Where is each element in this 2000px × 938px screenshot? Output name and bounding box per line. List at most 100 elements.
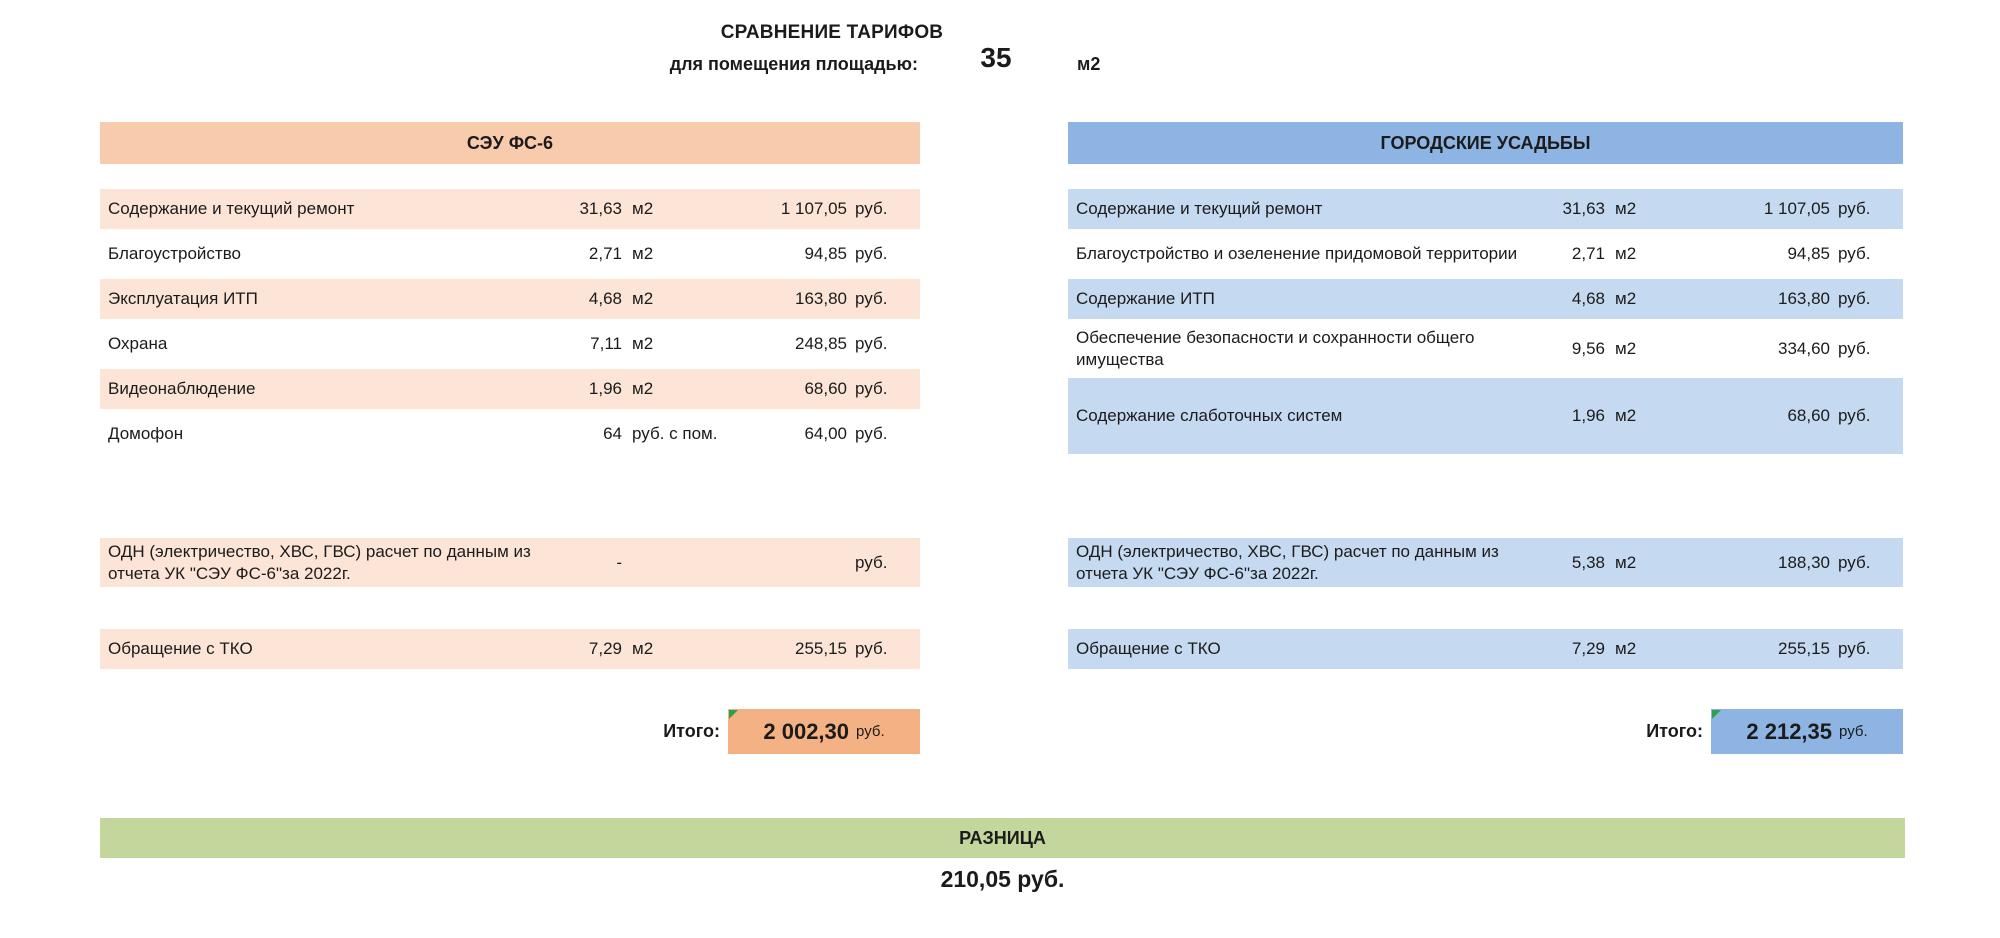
total-row-left: Итого: 2 002,30 руб. xyxy=(100,709,920,754)
row-price-unit: руб. xyxy=(1838,289,1871,308)
row-price-unit: руб. xyxy=(855,379,888,398)
row-qty-unit: м2 xyxy=(632,199,654,218)
row-price-unit: руб. xyxy=(1838,552,1871,572)
row-qty-unit: м2 xyxy=(632,334,654,353)
row-price-unit: руб. xyxy=(1838,244,1871,263)
row-price-unit: руб. xyxy=(1838,406,1871,425)
row-price: 334,60 xyxy=(1778,338,1830,358)
row-price-unit: руб. xyxy=(855,424,888,443)
row-qty: 7,29 xyxy=(1571,639,1605,658)
row-qty: 9,56 xyxy=(1571,338,1605,358)
row-qty-unit: м2 xyxy=(632,639,654,658)
row-label: Благоустройство и озеленение придомовой … xyxy=(1076,244,1518,263)
row-label: Домофон xyxy=(108,424,184,443)
row-qty: 2,71 xyxy=(1571,244,1605,263)
row-label: Содержание слаботочных систем xyxy=(1076,406,1343,425)
table-row: Содержание и текущий ремонт 31,63 м2 1 107,… xyxy=(100,189,920,229)
cell-flag-icon xyxy=(729,710,738,719)
table-row: Благоустройство и озеленение придомовой … xyxy=(1068,234,1903,274)
area-unit: м2 xyxy=(1077,54,1101,74)
area-value: 35 xyxy=(980,42,1012,73)
row-qty-unit: руб. с пом. xyxy=(632,424,718,443)
total-unit-right: руб. xyxy=(1839,723,1868,740)
area-label: для помещения площадью: xyxy=(669,54,918,74)
table-row: Эксплуатация ИТП 4,68 м2 163,80 руб. xyxy=(100,279,920,319)
row-price: 64,00 xyxy=(804,424,847,443)
row-qty: 31,63 xyxy=(579,199,622,218)
row-label: Содержание и текущий ремонт xyxy=(108,199,355,218)
table-row: Содержание слаботочных систем 1,96 м2 68,60… xyxy=(1068,378,1903,454)
row-price-unit: руб. xyxy=(855,639,888,658)
row-label: Охрана xyxy=(108,334,168,353)
table-row: Содержание и текущий ремонт 31,63 м2 1 107,… xyxy=(1068,189,1903,229)
row-price: 163,80 xyxy=(1778,289,1830,308)
row-price-unit: руб. xyxy=(855,552,888,572)
row-label: ОДН (электричество, ХВС, ГВС) расчет по … xyxy=(108,541,531,583)
total-unit-left: руб. xyxy=(856,723,885,740)
row-price-unit: руб. xyxy=(855,289,888,308)
total-value-box-right: 2 212,35 руб. xyxy=(1711,709,1903,754)
total-row-right: Итого: 2 212,35 руб. xyxy=(1068,709,1903,754)
table-seu-fs6: СЭУ ФС-6 Содержание и текущий ремонт 31,6… xyxy=(100,122,920,754)
row-qty-unit: м2 xyxy=(632,244,654,263)
difference-bar: РАЗНИЦА xyxy=(100,818,1905,858)
row-qty: 31,63 xyxy=(1562,199,1605,218)
row-price: 255,15 xyxy=(1778,639,1830,658)
row-qty: 1,96 xyxy=(588,379,622,398)
table-row: Содержание ИТП 4,68 м2 163,80 руб. xyxy=(1068,279,1903,319)
row-price-unit: руб. xyxy=(855,199,888,218)
table-row: Обеспечение безопасности и сохранности о… xyxy=(1068,324,1903,373)
row-qty-unit: м2 xyxy=(632,289,654,308)
row-price-unit: руб. xyxy=(855,244,888,263)
row-price: 255,15 xyxy=(795,639,847,658)
row-qty: - xyxy=(616,552,622,572)
row-label: Обеспечение безопасности и сохранности о… xyxy=(1076,327,1475,369)
row-qty-unit: м2 xyxy=(1615,289,1637,308)
total-value-left: 2 002,30 xyxy=(763,718,850,744)
row-qty: 64 xyxy=(603,424,622,443)
table-row: Обращение с ТКО 7,29 м2 255,15 руб. xyxy=(1068,629,1903,669)
row-price: 94,85 xyxy=(1787,244,1830,263)
table-row: Обращение с ТКО 7,29 м2 255,15 руб. xyxy=(100,629,920,669)
row-label: Благоустройство xyxy=(108,244,242,263)
row-label: ОДН (электричество, ХВС, ГВС) расчет по … xyxy=(1076,541,1499,583)
page-title: СРАВНЕНИЕ ТАРИФОВ xyxy=(720,22,944,43)
row-price: 188,30 xyxy=(1778,552,1830,572)
table-row: ОДН (электричество, ХВС, ГВС) расчет по … xyxy=(1068,538,1903,587)
row-label: Обращение с ТКО xyxy=(1076,639,1221,658)
row-label: Содержание и текущий ремонт xyxy=(1076,199,1323,218)
table-row: Благоустройство 2,71 м2 94,85 руб. xyxy=(100,234,920,274)
row-price: 1 107,05 xyxy=(1763,199,1830,218)
row-price: 68,60 xyxy=(1787,406,1830,425)
row-qty: 7,29 xyxy=(588,639,622,658)
row-price-unit: руб. xyxy=(1838,199,1871,218)
table-row: Домофон 64 руб. с пом. 64,00 руб. xyxy=(100,414,920,454)
row-label: Обращение с ТКО xyxy=(108,639,253,658)
row-qty: 7,11 xyxy=(590,334,622,353)
row-qty: 1,96 xyxy=(1571,406,1605,425)
row-price: 1 107,05 xyxy=(780,199,847,218)
row-qty-unit: м2 xyxy=(1615,639,1637,658)
table-header-right: ГОРОДСКИЕ УСАДЬБЫ xyxy=(1068,122,1903,164)
difference-value: 210,05 руб. xyxy=(940,866,1065,892)
total-label-left: Итого: xyxy=(663,721,720,741)
row-qty: 5,38 xyxy=(1571,552,1605,572)
row-qty-unit: м2 xyxy=(1615,199,1637,218)
total-value-box-left: 2 002,30 руб. xyxy=(728,709,920,754)
row-qty: 2,71 xyxy=(588,244,622,263)
cell-flag-icon xyxy=(1712,710,1721,719)
table-row: Охрана 7,11 м2 248,85 руб. xyxy=(100,324,920,364)
row-price-unit: руб. xyxy=(1838,338,1871,358)
row-qty-unit: м2 xyxy=(632,379,654,398)
row-label: Видеонаблюдение xyxy=(108,379,256,398)
row-price: 68,60 xyxy=(804,379,847,398)
difference-header: РАЗНИЦА xyxy=(959,827,1046,848)
row-price: 94,85 xyxy=(804,244,847,263)
table-row: Видеонаблюдение 1,96 м2 68,60 руб. xyxy=(100,369,920,409)
row-qty-unit: м2 xyxy=(1615,406,1637,425)
row-price: 163,80 xyxy=(795,289,847,308)
table-row: ОДН (электричество, ХВС, ГВС) расчет по … xyxy=(100,538,920,587)
table-body-right: Содержание и текущий ремонт 31,63 м2 1 107,… xyxy=(1068,189,1903,669)
row-price-unit: руб. xyxy=(1838,639,1871,658)
